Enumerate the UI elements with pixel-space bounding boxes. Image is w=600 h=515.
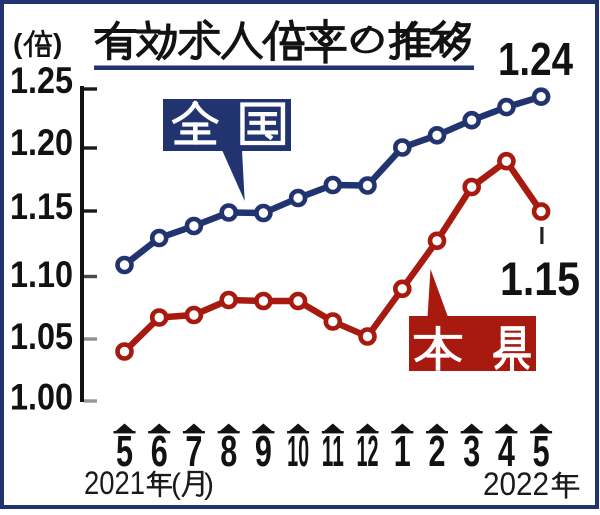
svg-text:1.15: 1.15: [10, 186, 73, 227]
svg-text:(: (: [13, 28, 23, 59]
svg-text:5: 5: [533, 427, 550, 476]
svg-text:7: 7: [185, 427, 202, 476]
svg-text:1: 1: [394, 427, 411, 476]
svg-text:1.05: 1.05: [10, 316, 73, 357]
svg-text:8: 8: [220, 427, 237, 476]
svg-text:): ): [53, 28, 62, 59]
svg-text:): ): [204, 468, 214, 501]
svg-text:11: 11: [322, 427, 344, 476]
svg-text:2: 2: [429, 427, 446, 476]
svg-text:2022: 2022: [483, 466, 549, 502]
svg-text:1.25: 1.25: [10, 60, 73, 101]
svg-text:5: 5: [116, 427, 133, 476]
svg-text:1.00: 1.00: [10, 377, 73, 418]
svg-text:10: 10: [287, 427, 309, 476]
svg-text:3: 3: [463, 427, 480, 476]
svg-text:6: 6: [151, 427, 168, 476]
svg-text:4: 4: [498, 427, 515, 476]
svg-text:1.15: 1.15: [500, 252, 580, 305]
svg-text:12: 12: [357, 427, 379, 476]
svg-text:(: (: [171, 468, 181, 501]
svg-text:1.20: 1.20: [10, 122, 73, 163]
svg-text:9: 9: [255, 427, 272, 476]
svg-text:1.24: 1.24: [498, 33, 573, 85]
svg-text:2021: 2021: [84, 465, 145, 501]
svg-text:1.10: 1.10: [10, 254, 73, 295]
